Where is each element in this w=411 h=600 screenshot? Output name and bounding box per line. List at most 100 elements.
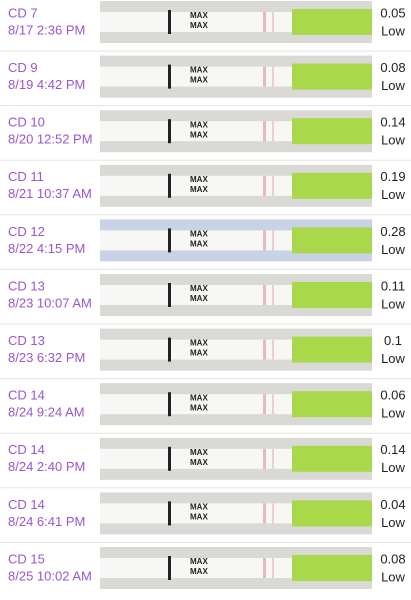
result-line	[272, 66, 274, 87]
cycle-day: CD 7	[8, 5, 38, 20]
absorbent-pad	[292, 227, 372, 254]
max-label: MAX	[190, 185, 208, 194]
date-time: 8/25 10:02 AM	[8, 568, 92, 583]
lh-value: 0.14	[380, 442, 405, 457]
result-line	[263, 503, 266, 524]
absorbent-pad	[292, 172, 372, 199]
lh-level: Low	[381, 187, 405, 202]
control-line	[168, 64, 171, 89]
max-label: MAX	[190, 513, 208, 522]
date-time: 8/24 9:24 AM	[8, 405, 85, 420]
max-label: MAX	[190, 448, 208, 457]
cycle-day: CD 13	[8, 278, 45, 293]
result-line	[263, 66, 266, 87]
absorbent-pad	[292, 63, 372, 90]
max-label: MAX	[190, 76, 208, 85]
lh-value: 0.14	[380, 115, 405, 130]
control-line	[168, 556, 171, 580]
absorbent-pad	[292, 118, 372, 145]
lh-value: 0.04	[380, 497, 405, 512]
result-line	[272, 121, 274, 142]
lh-level: Low	[381, 133, 405, 148]
result-line	[272, 448, 274, 469]
control-line	[168, 446, 171, 471]
date-time: 8/22 4:15 PM	[8, 241, 85, 256]
result-line	[263, 175, 266, 196]
date-time: 8/24 6:41 PM	[8, 514, 85, 529]
result-line	[272, 339, 274, 360]
max-label: MAX	[190, 458, 208, 467]
max-label: MAX	[190, 503, 208, 512]
control-line	[168, 119, 171, 144]
max-label: MAX	[190, 230, 208, 239]
control-line	[168, 283, 171, 307]
max-label: MAX	[190, 240, 208, 249]
date-time: 8/20 12:52 PM	[8, 132, 93, 147]
max-label: MAX	[190, 11, 208, 20]
lh-value: 0.1	[384, 333, 402, 348]
control-line	[168, 173, 171, 198]
lh-level: Low	[381, 460, 405, 475]
max-label: MAX	[190, 130, 208, 139]
control-line	[168, 10, 171, 34]
result-line	[263, 339, 266, 360]
max-label: MAX	[190, 120, 208, 129]
control-line	[168, 337, 171, 362]
cycle-day: CD 10	[8, 115, 45, 130]
absorbent-pad	[292, 555, 372, 581]
lh-level: Low	[381, 23, 405, 38]
max-label: MAX	[190, 567, 208, 576]
result-line	[272, 503, 274, 524]
cycle-day: CD 12	[8, 224, 45, 239]
max-label: MAX	[190, 557, 208, 566]
result-line	[263, 285, 266, 305]
lh-level: Low	[381, 296, 405, 311]
lh-value: 0.08	[380, 60, 405, 75]
control-line	[168, 501, 171, 526]
absorbent-pad	[292, 445, 372, 472]
lh-level: Low	[381, 351, 405, 366]
date-time: 8/24 2:40 PM	[8, 459, 85, 474]
result-line	[263, 230, 266, 251]
max-label: MAX	[190, 393, 208, 402]
absorbent-pad	[292, 391, 372, 418]
lh-level: Low	[381, 242, 405, 257]
lh-level: Low	[381, 78, 405, 93]
max-label: MAX	[190, 284, 208, 293]
absorbent-pad	[292, 282, 372, 308]
date-time: 8/23 6:32 PM	[8, 350, 85, 365]
lh-level: Low	[381, 569, 405, 584]
lh-value: 0.06	[380, 388, 405, 403]
cycle-day: CD 11	[8, 169, 44, 184]
cycle-day: CD 13	[8, 333, 45, 348]
result-line	[272, 12, 274, 32]
absorbent-pad	[292, 336, 372, 363]
date-time: 8/17 2:36 PM	[8, 22, 85, 37]
cycle-day: CD 14	[8, 497, 45, 512]
max-label: MAX	[190, 339, 208, 348]
max-label: MAX	[190, 175, 208, 184]
cycle-day: CD 9	[8, 60, 38, 75]
max-label: MAX	[190, 21, 208, 30]
lh-value: 0.08	[380, 551, 405, 566]
result-line	[272, 558, 274, 578]
lh-value: 0.28	[380, 224, 405, 239]
date-time: 8/21 10:37 AM	[8, 186, 92, 201]
control-line	[168, 228, 171, 253]
lh-level: Low	[381, 406, 405, 421]
max-label: MAX	[190, 66, 208, 75]
result-line	[263, 394, 266, 415]
